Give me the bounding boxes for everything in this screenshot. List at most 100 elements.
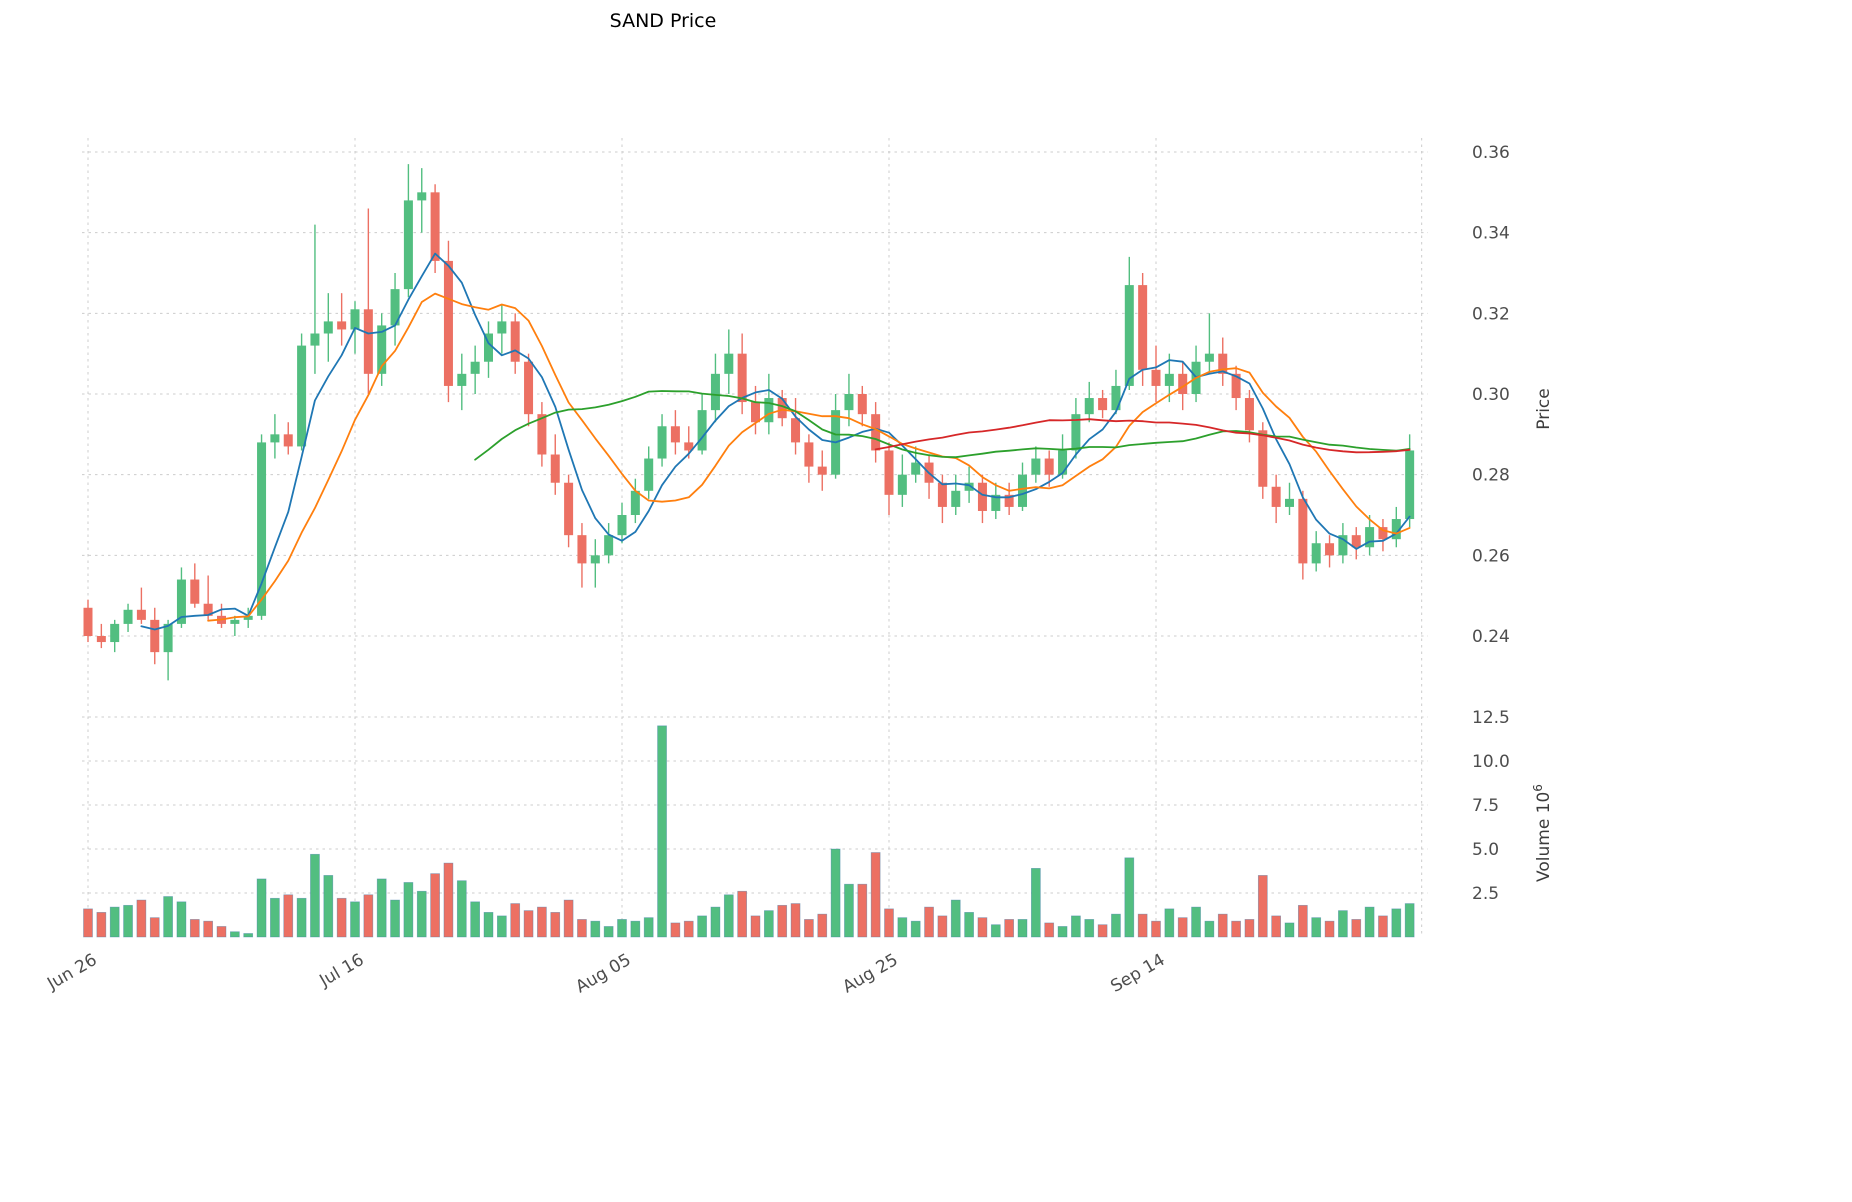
x-tick-label: Aug 25: [839, 950, 901, 997]
candle-body: [1151, 369, 1161, 386]
candle-body: [1204, 353, 1214, 362]
candle-body: [96, 636, 106, 643]
volume-bar: [777, 904, 788, 938]
x-tick-label: Sep 14: [1107, 950, 1168, 997]
volume-bar: [1217, 913, 1228, 938]
volume-bar: [857, 883, 868, 938]
volume-bar: [830, 848, 841, 938]
volume-bar: [1071, 915, 1081, 938]
candle-body: [737, 353, 747, 403]
volume-bar: [1164, 908, 1175, 938]
candle-body: [323, 321, 333, 334]
volume-bar: [523, 910, 534, 938]
candle-body: [123, 609, 133, 624]
volume-bar: [1351, 919, 1362, 938]
price-axis-label: Price: [1534, 388, 1554, 429]
candle-body: [670, 426, 680, 443]
candle-body: [991, 494, 1001, 511]
candle-body: [190, 579, 200, 604]
volume-bar: [1191, 906, 1201, 938]
candle-body: [1138, 285, 1148, 370]
volume-bar: [430, 873, 440, 938]
volume-bar: [670, 922, 681, 938]
volume-bar: [630, 920, 641, 938]
volume-bar: [990, 924, 1001, 938]
candle-body: [1031, 458, 1041, 475]
candle-body: [297, 345, 307, 447]
candle-body: [871, 414, 881, 451]
candle-body: [136, 609, 146, 620]
volume-axis-label: Volume 106: [1531, 784, 1554, 882]
candle-body: [1298, 498, 1308, 564]
volume-bar: [1137, 913, 1148, 938]
volume-bar: [1004, 919, 1015, 938]
volume-bar: [964, 912, 974, 938]
candle-body: [1351, 535, 1361, 548]
x-tick-label: Jul 16: [315, 950, 367, 992]
volume-bar: [910, 920, 921, 938]
candle-body: [817, 466, 827, 475]
candle-body: [1231, 373, 1241, 399]
volume-bar: [470, 901, 480, 938]
candle-body: [484, 333, 493, 362]
candle-body: [644, 458, 654, 491]
volume-bar: [603, 926, 614, 938]
candle-body: [777, 398, 787, 419]
candle-body: [83, 607, 93, 636]
candle-body: [1405, 450, 1415, 520]
candle-body: [270, 434, 280, 443]
volume-bar: [844, 883, 854, 938]
candle-body: [1271, 486, 1281, 507]
candle-body: [510, 321, 520, 362]
volume-bar: [1111, 913, 1121, 938]
candle-body: [163, 623, 173, 653]
candle-body: [1285, 498, 1294, 507]
candle-body: [791, 418, 801, 443]
volume-bar: [977, 917, 988, 938]
volume-bar: [1257, 875, 1268, 938]
volume-bar: [456, 880, 467, 938]
volume-bar: [1324, 920, 1335, 938]
candle-body: [243, 615, 253, 620]
volume-bar: [924, 906, 934, 938]
volume-bar: [176, 901, 187, 938]
volume-bar: [336, 897, 347, 938]
volume-bar: [203, 920, 213, 938]
candle-body: [577, 535, 587, 564]
candle-body: [1111, 385, 1121, 411]
price-tick-label: 0.32: [1472, 304, 1510, 324]
candle-body: [537, 414, 547, 455]
volume-bar: [1177, 917, 1188, 938]
volume-bar: [1404, 903, 1415, 938]
candle-body: [804, 442, 814, 467]
moving-average-lines: [140, 252, 1411, 631]
candle-body: [617, 515, 627, 536]
candle-body: [390, 289, 400, 326]
candle-body: [1244, 398, 1254, 431]
candle-body: [176, 579, 186, 624]
candle-body: [1338, 535, 1348, 556]
candle-body: [1365, 527, 1375, 548]
candle-body: [377, 325, 387, 374]
volume-bar: [804, 919, 814, 938]
volume-bar: [870, 852, 881, 938]
chart-title: SAND Price: [609, 10, 717, 32]
candle-body: [697, 410, 707, 451]
volume-bar: [1231, 920, 1241, 938]
candle-body: [1311, 543, 1321, 564]
volume-bar: [1338, 910, 1348, 938]
candle-body: [1044, 458, 1054, 475]
candle-body: [1178, 373, 1188, 394]
volume-bar: [443, 862, 454, 938]
volume-bar: [590, 920, 601, 938]
candle-body: [684, 442, 694, 451]
volume-bar: [163, 896, 173, 938]
volume-bar: [403, 882, 414, 938]
candle-body: [724, 353, 734, 374]
candle-body: [1164, 373, 1174, 386]
candle-body: [203, 603, 213, 616]
volume-tick-label: 5.0: [1472, 840, 1499, 860]
candle-body: [550, 454, 560, 483]
gridlines: [82, 138, 1428, 937]
